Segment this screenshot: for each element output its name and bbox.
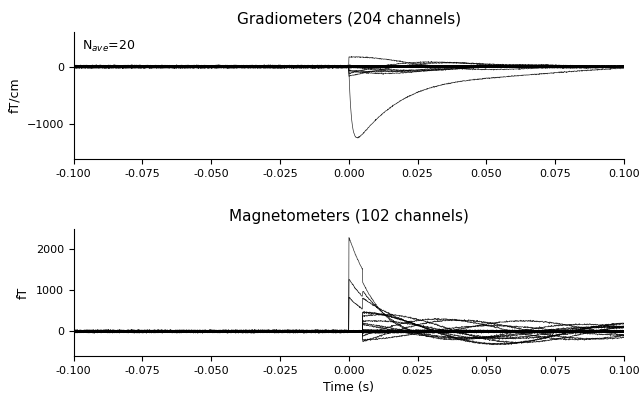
Y-axis label: fT/cm: fT/cm	[8, 78, 21, 113]
Text: N$_{ave}$=20: N$_{ave}$=20	[82, 39, 135, 54]
Title: Gradiometers (204 channels): Gradiometers (204 channels)	[237, 12, 461, 27]
Y-axis label: fT: fT	[17, 286, 30, 298]
X-axis label: Time (s): Time (s)	[323, 381, 374, 394]
Title: Magnetometers (102 channels): Magnetometers (102 channels)	[229, 209, 468, 224]
